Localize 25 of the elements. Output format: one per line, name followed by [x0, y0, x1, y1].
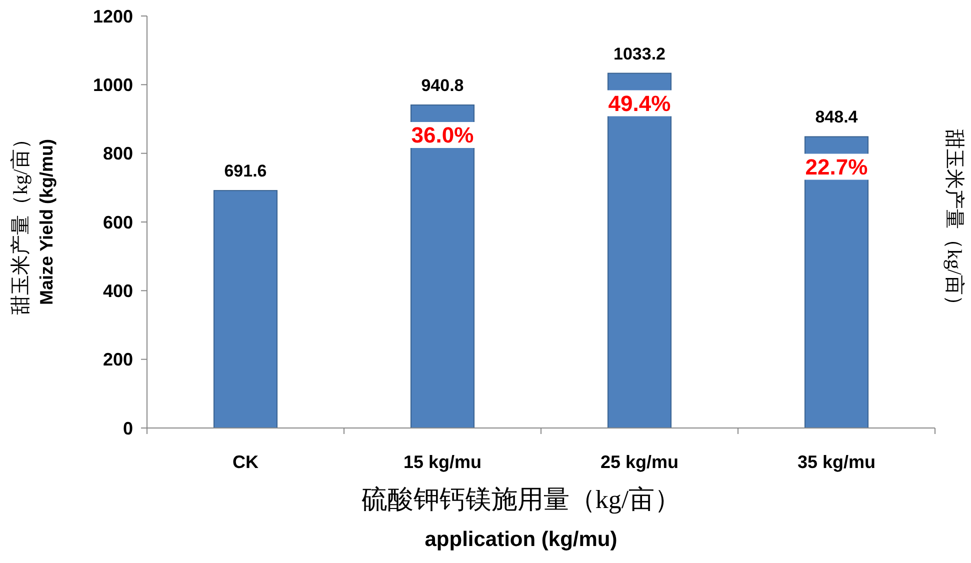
y-tick-label: 600 [102, 212, 133, 232]
x-tick-label: 15 kg/mu [403, 452, 482, 472]
annotation: 49.4% [608, 90, 671, 116]
y-tick-label: 1200 [92, 6, 133, 26]
y2-axis-title: 甜玉米产量（kg/亩） [943, 129, 965, 315]
y-tick-label: 400 [102, 280, 133, 301]
annotation: 36.0% [411, 122, 474, 148]
x-tick-label: 25 kg/mu [600, 452, 679, 472]
data-label: 848.4 [815, 108, 858, 127]
y-tick-label: 1000 [92, 74, 133, 95]
x-tick-label: 35 kg/mu [797, 452, 876, 472]
y-axis-title: 甜玉米产量（kg/亩） Maize Yield (kg/mu) [10, 129, 56, 315]
y-tick-label: 0 [122, 418, 133, 438]
data-label: 940.8 [421, 76, 464, 95]
annotation: 22.7% [805, 154, 868, 180]
data-label: 691.6 [224, 162, 267, 181]
bar [607, 72, 672, 428]
x-axis-title: 硫酸钾钙镁施用量（kg/亩） application (kg/mu) [361, 485, 681, 551]
bar [804, 136, 869, 428]
y-tick-label: 200 [102, 350, 133, 370]
data-label: 1033.2 [614, 44, 666, 64]
y-tick-label: 800 [102, 144, 133, 164]
bar [213, 190, 278, 428]
bar [410, 104, 475, 428]
x-tick-label: CK [232, 452, 258, 472]
